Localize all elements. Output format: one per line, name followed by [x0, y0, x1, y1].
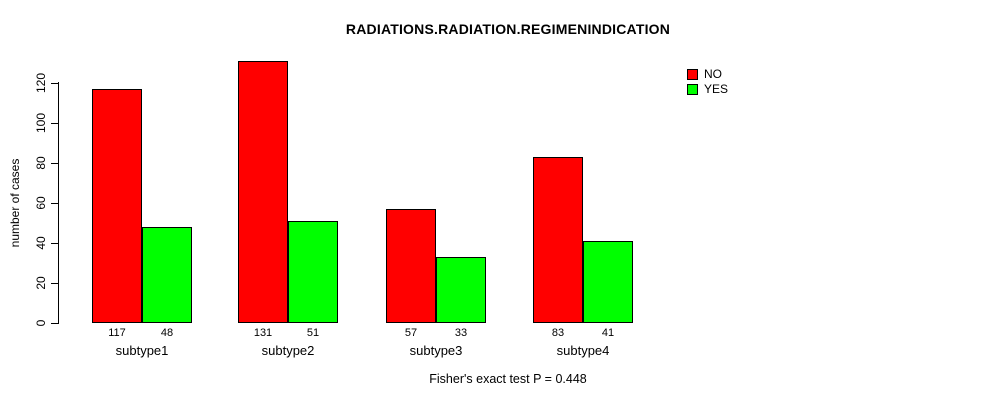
- y-axis-tick: [51, 282, 59, 284]
- bar-no-subtype3: [386, 209, 436, 323]
- y-tick-label: 100: [34, 112, 48, 134]
- footnote-pvalue: Fisher's exact test P = 0.448: [429, 372, 587, 386]
- bar-value-label: 57: [404, 327, 418, 339]
- bar-no-subtype2: [238, 61, 288, 323]
- y-axis-title: number of cases: [8, 158, 22, 248]
- y-tick-label: 80: [34, 156, 48, 170]
- x-category-label-subtype3: subtype3: [409, 343, 463, 358]
- chart-title: RADIATIONS.RADIATION.REGIMENINDICATION: [345, 21, 671, 37]
- legend-entry-yes: YES: [687, 82, 807, 97]
- y-tick-label: 0: [34, 319, 48, 327]
- bar-yes-subtype2: [288, 221, 338, 323]
- bar-no-subtype1: [92, 89, 142, 323]
- x-category-label-subtype4: subtype4: [556, 343, 610, 358]
- y-axis-tick: [51, 202, 59, 204]
- y-axis-tick: [51, 242, 59, 244]
- y-tick-label: 20: [34, 276, 48, 290]
- bar-yes-subtype3: [436, 257, 486, 323]
- y-axis-tick: [51, 162, 59, 164]
- y-tick-label: 120: [34, 72, 48, 94]
- bar-value-label: 117: [108, 327, 126, 339]
- bar-yes-subtype1: [142, 227, 192, 323]
- legend: NO YES: [687, 67, 807, 97]
- bar-value-label: 83: [551, 327, 565, 339]
- bar-value-label: 41: [601, 327, 615, 339]
- y-tick-label: 60: [34, 196, 48, 210]
- legend-swatch-no: [687, 69, 698, 80]
- bar-value-label: 131: [253, 327, 273, 339]
- x-category-label-subtype1: subtype1: [115, 343, 169, 358]
- bar-value-label: 48: [160, 327, 174, 339]
- y-axis-tick: [51, 82, 59, 84]
- y-tick-label: 40: [34, 236, 48, 250]
- x-category-label-subtype2: subtype2: [261, 343, 315, 358]
- legend-swatch-yes: [687, 84, 698, 95]
- bar-value-label: 33: [454, 327, 468, 339]
- bar-yes-subtype4: [583, 241, 633, 323]
- bar-value-label: 51: [306, 327, 320, 339]
- bar-no-subtype4: [533, 157, 583, 323]
- legend-entry-no: NO: [687, 67, 807, 82]
- legend-label-yes: YES: [704, 82, 729, 96]
- legend-label-no: NO: [704, 67, 722, 81]
- y-axis-tick: [51, 122, 59, 124]
- y-axis-tick: [51, 322, 59, 324]
